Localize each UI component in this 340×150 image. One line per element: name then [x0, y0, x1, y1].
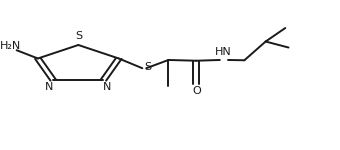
- Text: O: O: [192, 86, 201, 96]
- Text: S: S: [75, 31, 82, 41]
- Text: HN: HN: [215, 47, 232, 57]
- Text: H₂N: H₂N: [0, 41, 21, 51]
- Text: S: S: [144, 62, 152, 72]
- Text: N: N: [102, 82, 111, 92]
- Text: N: N: [45, 82, 54, 92]
